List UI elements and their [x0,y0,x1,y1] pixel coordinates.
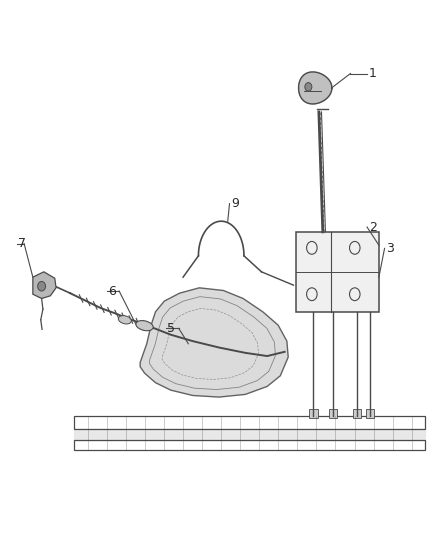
Bar [366,409,374,418]
Text: 7: 7 [18,237,25,250]
Text: 3: 3 [386,242,394,255]
Ellipse shape [118,316,131,324]
Bar [353,409,361,418]
Text: 9: 9 [231,197,239,210]
Ellipse shape [136,320,153,331]
Circle shape [305,83,312,91]
Polygon shape [33,272,56,298]
Text: 1: 1 [369,67,377,80]
Circle shape [38,281,46,291]
Polygon shape [299,72,332,104]
Bar [309,409,318,418]
Polygon shape [296,232,379,312]
Text: 5: 5 [167,322,175,335]
Text: 6: 6 [109,285,117,297]
Polygon shape [140,288,288,397]
Text: 2: 2 [369,221,377,233]
Bar [328,409,337,418]
